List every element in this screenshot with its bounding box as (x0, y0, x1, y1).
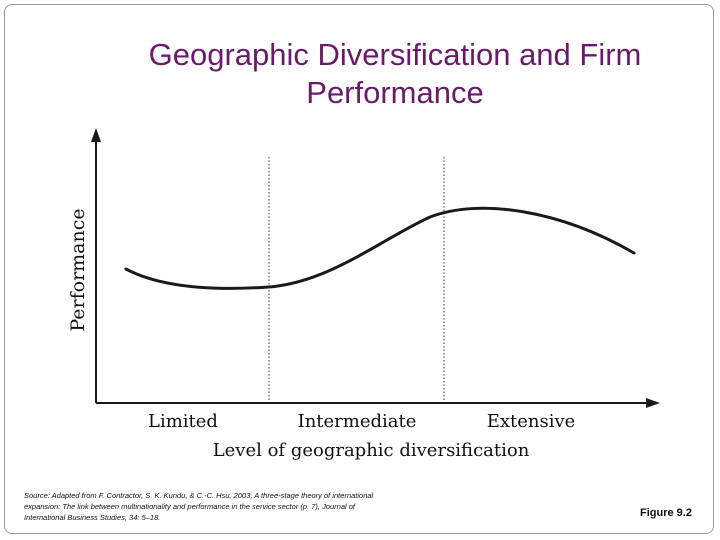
source-note: Source: Adapted from F. Contractor, S. K… (24, 491, 374, 522)
performance-curve (124, 206, 636, 290)
category-limited: Limited (148, 411, 218, 432)
figure-label: Figure 9.2 (640, 507, 692, 519)
y-axis-arrow (91, 128, 101, 142)
x-axis-arrow (646, 398, 660, 408)
y-axis-label: Performance (67, 208, 89, 331)
x-axis-label: Level of geographic diversification (213, 440, 530, 461)
category-intermediate: Intermediate (298, 411, 417, 432)
slide-frame (4, 4, 714, 534)
slide-title: Geographic Diversification and Firm Perf… (148, 37, 642, 110)
category-extensive: Extensive (487, 411, 576, 432)
